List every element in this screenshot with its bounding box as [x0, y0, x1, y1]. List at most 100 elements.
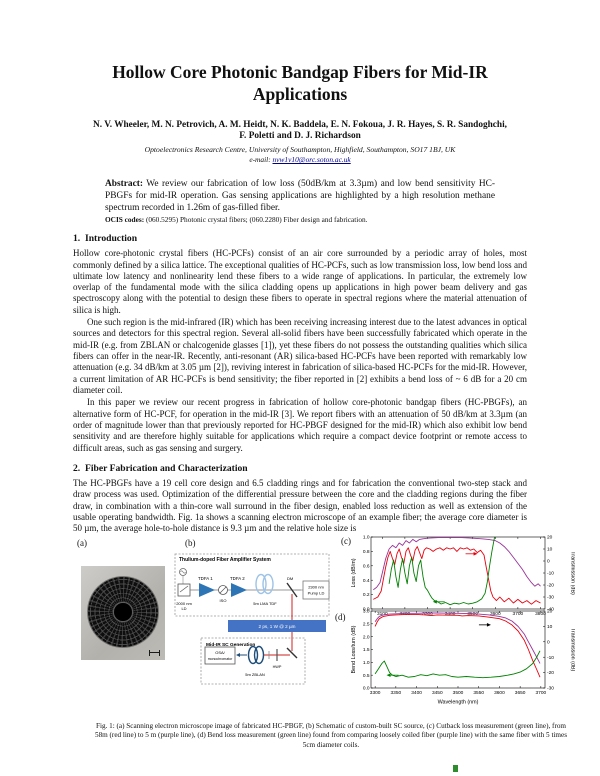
x-tick-label: 3200	[400, 611, 411, 617]
sc-generation-box	[200, 637, 306, 685]
axis-arrowhead	[473, 551, 478, 556]
x-tick-label: 3500	[453, 690, 464, 696]
abstract-label: Abstract:	[105, 178, 144, 189]
pump-ld-label-2: Pump LD	[308, 590, 325, 595]
pulse-parameters-label: 2 ps, 1 W @ 2 µm	[259, 624, 296, 629]
y-tick-label: -30	[547, 685, 554, 691]
y-tick-label: 0.6	[363, 563, 370, 569]
y-tick-label: 10	[547, 546, 553, 552]
zblan-coil-icon	[253, 645, 265, 664]
amplifier-box-title: Thulium-doped Fiber Amplifier System	[179, 557, 271, 563]
sc-source-schematic: Thulium-doped Fiber Amplifier System 200…	[174, 553, 330, 685]
tdfa2-label: TDFA 2	[230, 576, 245, 581]
series-coiled-5x5cm-red	[374, 613, 541, 678]
series-bend-loss-green	[374, 650, 541, 678]
seed-laser-box	[177, 583, 191, 597]
x-tick-label: 3650	[515, 690, 526, 696]
amplifier-box	[174, 553, 330, 617]
y-tick-label: 0.0	[363, 606, 370, 612]
figure-caption: Fig. 1: (a) Scanning electron microscope…	[94, 721, 568, 750]
email-line: e-mail: nvw1v10@orc.soton.ac.uk	[0, 155, 600, 164]
osa-label-2: monochromator	[208, 657, 233, 661]
section-heading-introduction: 1. Introduction	[73, 233, 138, 245]
x-tick-label: 3450	[432, 690, 443, 696]
y-tick-label: 0.5	[363, 672, 370, 678]
y-tick-label: 0.2	[363, 592, 370, 598]
arrowhead	[236, 652, 240, 657]
y-tick-label: 0.4	[363, 578, 370, 584]
x-tick-label: 3300	[370, 690, 381, 696]
ocis-label: OCIS codes:	[105, 215, 145, 225]
sc-generation-title: Mid-IR SC Generation	[206, 642, 255, 648]
author-list: N. V. Wheeler, M. N. Petrovich, A. M. He…	[40, 120, 560, 143]
dichroic-mirror-label: DM	[287, 576, 293, 581]
y-tick-label: 3.0	[363, 608, 370, 614]
left-axis-title: Bend Loss/turn (dB)	[351, 625, 357, 673]
pulse-parameters-box	[228, 619, 326, 632]
email-link[interactable]: nvw1v10@orc.soton.ac.uk	[272, 154, 351, 164]
paper-title: Hollow Core Photonic Bandgap Fibers for …	[112, 62, 488, 104]
fiber-hollow-core	[114, 602, 132, 621]
tdfa1-amplifier-icon	[199, 582, 215, 597]
paragraph: One such region is the mid-infrared (IR)…	[73, 317, 527, 396]
y-tick-label: 0	[547, 558, 550, 564]
ocis-codes: OCIS codes: (060.5295) Photonic crystal …	[105, 215, 495, 224]
seed-laser-label: 2000 nm	[176, 601, 192, 606]
y-tick-label: 1.5	[363, 647, 370, 653]
hwp-label: HWP	[273, 665, 282, 669]
y-tick-label: 1.0	[363, 660, 370, 666]
pump-ld-label: 2300 nm	[308, 584, 324, 589]
right-axis-title: Transmission (dB)	[570, 627, 576, 671]
paragraph: Hollow core-photonic crystal fibers (HC-…	[73, 248, 527, 315]
right-axis-title: Transmission (dB)	[570, 551, 576, 595]
x-tick-label: 3800	[535, 611, 546, 617]
tdf-coil-icon	[255, 573, 267, 594]
series-cutback-loss-green	[388, 536, 496, 605]
axis-arrowhead	[486, 622, 491, 627]
abstract-text: We review our fabrication of low loss (5…	[105, 178, 495, 214]
y-tick-label: 20	[547, 608, 553, 614]
panel-label-b: (b)	[185, 537, 196, 548]
series-transmission-5m-purple	[373, 536, 541, 590]
cutback-loss-chart: 3100 3200 3300 3400 3500 3600 3700 38000.00.20.…	[351, 534, 576, 617]
osa-label: OSA/	[215, 650, 225, 655]
fold-mirror-icon	[286, 647, 298, 659]
panel-label-c: (c)	[341, 535, 351, 546]
x-tick-label: 3350	[391, 690, 402, 696]
bend-loss-chart: 3300 3350 3400 3450 3500 3550 3600 3650 3700 0.0 0…	[351, 608, 576, 705]
y-tick-label: -20	[547, 670, 554, 676]
zblan-coil-label: 5m ZBLAN	[245, 672, 265, 677]
tdfa2-amplifier-icon	[231, 582, 247, 597]
authors-line-1: N. V. Wheeler, M. N. Petrovich, A. M. He…	[93, 119, 507, 130]
y-tick-label: -20	[547, 582, 554, 588]
y-tick-label: -10	[547, 655, 554, 661]
y-tick-label: 10	[547, 624, 553, 630]
tdf-coil-label: 5m LMA TDF	[253, 601, 277, 606]
ocis-text: (060.5295) Photonic crystal fibers; (060…	[144, 215, 368, 225]
isolator-label: ISO	[220, 598, 227, 603]
panel-label-a: (a)	[77, 537, 87, 548]
y-tick-label: 0.8	[363, 549, 370, 555]
dichroic-mirror-icon	[286, 582, 298, 598]
paragraph: The HC-PBGFs have a 19 cell core design …	[73, 478, 527, 534]
tdf-coil-icon	[262, 573, 274, 594]
left-axis-title: Loss (dB/m)	[351, 558, 357, 587]
figure-1: (a) (b) (c) (d) Thulium-doped Fiber Ampl…	[73, 534, 578, 716]
zblan-coil-icon	[247, 645, 259, 664]
panel-label-d: (d)	[335, 611, 346, 622]
y-tick-label: 2.0	[363, 634, 370, 640]
y-tick-label: 1.0	[363, 534, 370, 540]
x-tick-label: 3700	[513, 611, 524, 617]
isolator-arrow	[219, 586, 227, 593]
sine-glyph	[180, 570, 186, 574]
y-tick-label: -10	[547, 570, 554, 576]
y-tick-label: -30	[547, 594, 554, 600]
series-loosely-coiled-purple	[374, 612, 541, 664]
paragraph: In this paper we review our recent progr…	[73, 397, 527, 453]
y-tick-label: 2.5	[363, 621, 370, 627]
x-tick-label: 3700	[536, 690, 547, 696]
x-tick-label: 3600	[490, 611, 501, 617]
email-label: e-mail:	[249, 154, 273, 164]
y-tick-label: 20	[547, 534, 553, 540]
